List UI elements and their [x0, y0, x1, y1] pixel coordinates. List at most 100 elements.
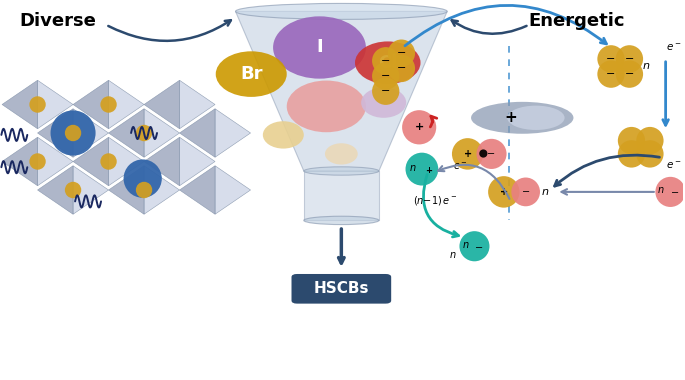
Text: Energetic: Energetic	[529, 12, 625, 30]
Ellipse shape	[636, 127, 664, 154]
Ellipse shape	[452, 138, 484, 169]
Ellipse shape	[355, 41, 421, 84]
Polygon shape	[38, 137, 73, 186]
Text: Cl: Cl	[378, 54, 397, 72]
Text: +: +	[464, 149, 472, 159]
Ellipse shape	[361, 87, 406, 118]
Text: −: −	[381, 56, 390, 66]
Text: +: +	[414, 122, 424, 132]
Polygon shape	[73, 137, 108, 186]
Ellipse shape	[136, 125, 152, 141]
Text: −: −	[397, 48, 406, 58]
Text: I: I	[316, 38, 323, 57]
Ellipse shape	[101, 96, 116, 113]
Text: n: n	[410, 163, 416, 173]
Ellipse shape	[656, 177, 685, 207]
Polygon shape	[108, 80, 144, 129]
Text: +: +	[500, 187, 508, 197]
Ellipse shape	[616, 60, 643, 88]
Polygon shape	[73, 109, 108, 157]
Text: HSCBs: HSCBs	[314, 281, 369, 296]
Ellipse shape	[388, 55, 415, 82]
Polygon shape	[2, 80, 38, 129]
Ellipse shape	[287, 81, 366, 132]
Text: Diverse: Diverse	[20, 12, 97, 30]
Ellipse shape	[471, 102, 573, 134]
Ellipse shape	[303, 216, 379, 225]
Ellipse shape	[65, 182, 82, 198]
Ellipse shape	[65, 125, 82, 141]
Polygon shape	[108, 166, 144, 214]
Polygon shape	[38, 166, 73, 214]
Text: +: +	[504, 109, 517, 125]
Ellipse shape	[236, 3, 447, 19]
Polygon shape	[215, 109, 251, 157]
Text: −: −	[606, 54, 616, 64]
Text: −: −	[521, 187, 530, 197]
Polygon shape	[38, 80, 73, 129]
Text: $(n{-}1)\,e^-$: $(n{-}1)\,e^-$	[413, 194, 458, 207]
Polygon shape	[179, 109, 215, 157]
Text: −: −	[381, 71, 390, 81]
Text: +: +	[425, 166, 432, 176]
Ellipse shape	[406, 153, 438, 185]
Polygon shape	[38, 109, 73, 157]
Text: −: −	[606, 69, 616, 79]
Ellipse shape	[618, 127, 645, 154]
Ellipse shape	[101, 153, 116, 170]
Polygon shape	[73, 80, 108, 129]
Ellipse shape	[618, 140, 645, 168]
Text: −: −	[488, 149, 495, 159]
Text: n: n	[643, 61, 650, 71]
Polygon shape	[73, 166, 108, 214]
Polygon shape	[215, 166, 251, 214]
Text: −: −	[625, 69, 634, 79]
FancyBboxPatch shape	[292, 274, 391, 304]
Polygon shape	[236, 11, 447, 171]
Polygon shape	[179, 166, 215, 214]
Polygon shape	[144, 80, 179, 129]
Text: −: −	[381, 86, 390, 96]
Ellipse shape	[460, 231, 490, 261]
Ellipse shape	[372, 47, 399, 74]
Ellipse shape	[597, 45, 625, 73]
Ellipse shape	[597, 60, 625, 88]
Ellipse shape	[479, 149, 488, 158]
Polygon shape	[144, 166, 179, 214]
Ellipse shape	[29, 96, 46, 113]
Text: −: −	[475, 243, 484, 253]
Ellipse shape	[29, 153, 46, 170]
Ellipse shape	[51, 111, 96, 155]
Ellipse shape	[507, 106, 564, 130]
Ellipse shape	[636, 140, 664, 168]
Text: $n$: $n$	[449, 250, 456, 260]
Polygon shape	[303, 171, 379, 220]
Ellipse shape	[372, 62, 399, 90]
Ellipse shape	[511, 177, 540, 206]
Text: n: n	[541, 187, 549, 197]
Polygon shape	[179, 80, 215, 129]
Polygon shape	[144, 109, 179, 157]
Polygon shape	[179, 137, 215, 186]
Ellipse shape	[477, 139, 506, 169]
Ellipse shape	[488, 176, 519, 207]
Text: −: −	[671, 188, 680, 198]
Text: $e^-$: $e^-$	[666, 42, 681, 53]
Text: Br: Br	[240, 65, 262, 83]
Ellipse shape	[325, 143, 358, 165]
Ellipse shape	[136, 182, 152, 198]
Text: $e^-$: $e^-$	[666, 160, 681, 171]
Text: −: −	[397, 63, 406, 73]
Polygon shape	[2, 137, 38, 186]
Ellipse shape	[402, 110, 436, 144]
Text: $e^-$: $e^-$	[453, 161, 469, 172]
Text: n: n	[462, 240, 469, 250]
Ellipse shape	[388, 40, 415, 67]
Ellipse shape	[263, 121, 303, 149]
Ellipse shape	[123, 160, 162, 198]
Ellipse shape	[273, 16, 366, 79]
Polygon shape	[108, 109, 144, 157]
Ellipse shape	[216, 51, 287, 97]
Ellipse shape	[616, 45, 643, 73]
Text: −: −	[625, 54, 634, 64]
